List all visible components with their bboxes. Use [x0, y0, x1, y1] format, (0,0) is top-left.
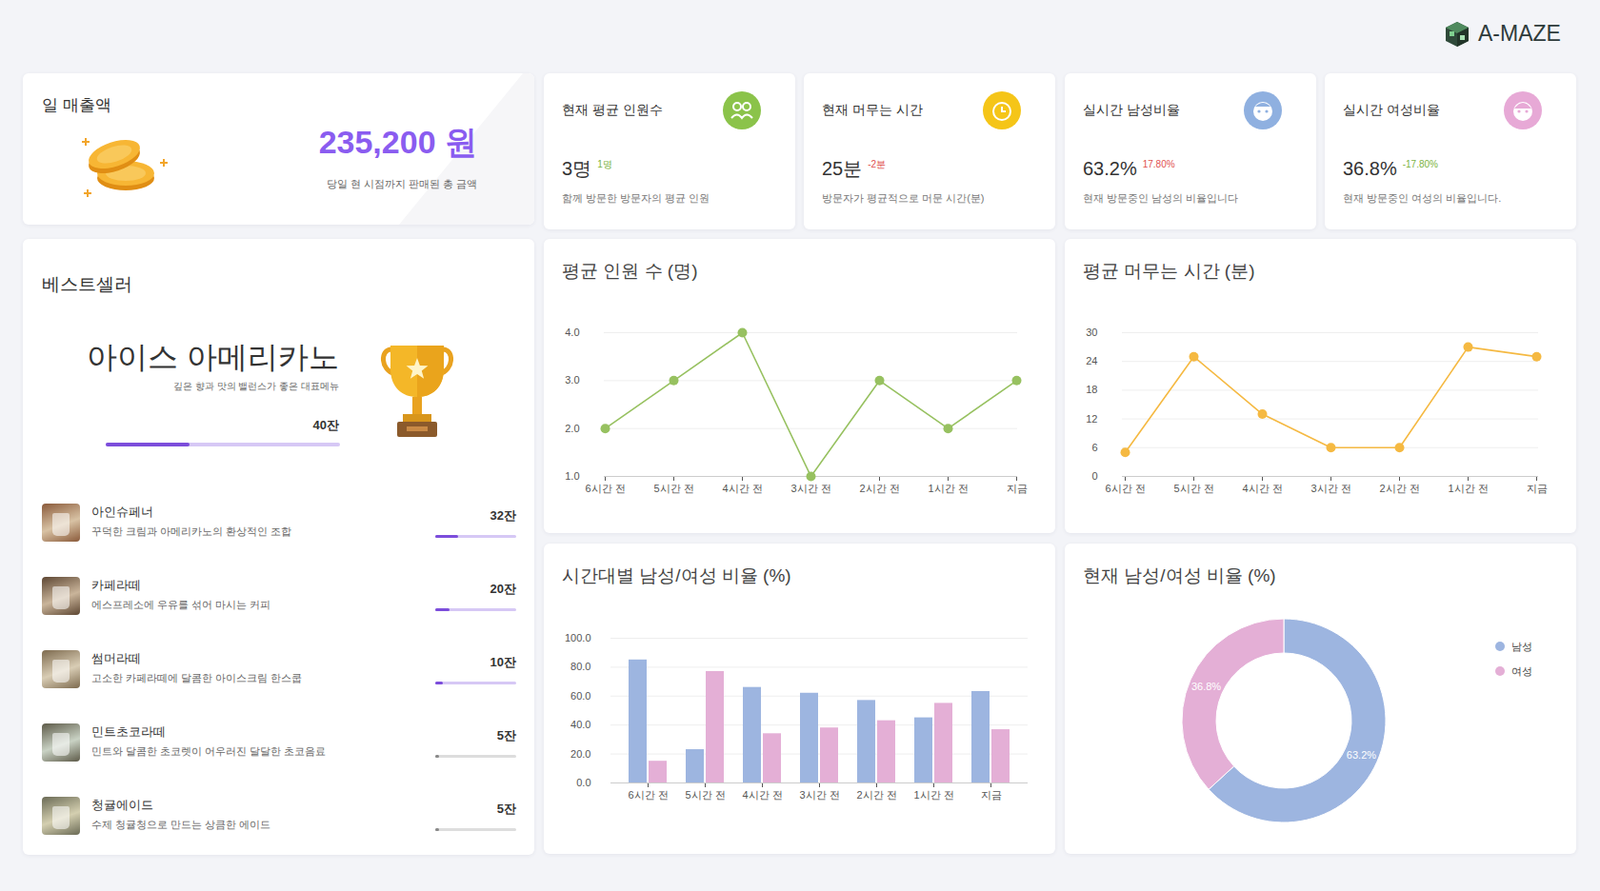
html-text:40잔: 40잔 — [312, 418, 340, 433]
svg-text:2시간 전: 2시간 전 — [856, 789, 897, 801]
html-text:아이스 아메리카노: 아이스 아메리카노 — [86, 339, 340, 375]
svg-text:6시간 전: 6시간 전 — [584, 482, 625, 495]
svg-text:20.0: 20.0 — [570, 748, 591, 760]
svg-text:3시간 전: 3시간 전 — [1310, 482, 1351, 495]
svg-text:36.8%: 36.8% — [1191, 680, 1221, 693]
svg-text:4시간 전: 4시간 전 — [1241, 482, 1282, 495]
svg-text:40.0: 40.0 — [570, 719, 591, 731]
html-text:평균 머무는 시간 (분): 평균 머무는 시간 (분) — [1082, 260, 1255, 281]
svg-text:1시간 전: 1시간 전 — [913, 789, 954, 801]
svg-text:지금: 지금 — [980, 789, 1002, 801]
html-text:3명 1명: 3명 1명 — [561, 158, 613, 180]
svg-text:지금: 지금 — [1006, 482, 1028, 495]
svg-text:0.0: 0.0 — [576, 777, 591, 789]
svg-text:60.0: 60.0 — [570, 690, 591, 702]
html-text:청귤에이드: 청귤에이드 — [91, 798, 154, 813]
html-text:민트와 달콤한 초코렛이 어우러진 달달한 초코음료: 민트와 달콤한 초코렛이 어우러진 달달한 초코음료 — [91, 746, 326, 758]
html-text:현재 방문중인 여성의 비율입니다.: 현재 방문중인 여성의 비율입니다. — [1342, 192, 1502, 205]
html-text:아인슈페너: 아인슈페너 — [91, 504, 154, 520]
svg-text:여성: 여성 — [1511, 665, 1533, 678]
html-text:현재 방문중인 남성의 비율입니다: 현재 방문중인 남성의 비율입니다 — [1082, 192, 1239, 205]
svg-text:0: 0 — [1091, 470, 1098, 482]
html-text:깊은 향과 맛의 밸런스가 좋은 대표메뉴: 깊은 향과 맛의 밸런스가 좋은 대표메뉴 — [173, 380, 340, 392]
html-text:일 매출액: 일 매출액 — [41, 96, 112, 115]
svg-text:5시간 전: 5시간 전 — [1173, 482, 1214, 495]
svg-text:30: 30 — [1085, 326, 1098, 339]
html-text:평균 인원 수 (명): 평균 인원 수 (명) — [561, 260, 698, 281]
html-text:25분 -2분: 25분 -2분 — [821, 158, 886, 180]
html-text:20잔: 20잔 — [490, 582, 517, 597]
svg-text:3시간 전: 3시간 전 — [790, 482, 831, 495]
svg-text:18: 18 — [1085, 383, 1098, 396]
html-text:현재 남성/여성 비율 (%): 현재 남성/여성 비율 (%) — [1082, 565, 1276, 586]
svg-text:6: 6 — [1091, 441, 1098, 454]
html-text:에스프레소에 우유를 섞어 마시는 커피: 에스프레소에 우유를 섞어 마시는 커피 — [91, 599, 271, 611]
html-text:현재 평균 인원수: 현재 평균 인원수 — [561, 101, 663, 117]
html-text:꾸덕한 크림과 아메리카노의 환상적인 조합: 꾸덕한 크림과 아메리카노의 환상적인 조합 — [91, 526, 292, 538]
svg-text:지금: 지금 — [1526, 482, 1548, 495]
svg-text:80.0: 80.0 — [570, 660, 591, 673]
svg-text:남성: 남성 — [1511, 640, 1533, 653]
html-text:수제 청귤청으로 만드는 상큼한 에이드: 수제 청귤청으로 만드는 상큼한 에이드 — [91, 819, 271, 831]
html-text:5잔: 5잔 — [496, 802, 517, 817]
svg-text:3시간 전: 3시간 전 — [799, 789, 840, 801]
svg-text:3.0: 3.0 — [564, 374, 580, 386]
svg-text:1시간 전: 1시간 전 — [1447, 482, 1488, 495]
html-text:실시간 여성비율: 실시간 여성비율 — [1342, 101, 1440, 117]
svg-text:1시간 전: 1시간 전 — [927, 482, 968, 495]
html-text:함께 방문한 방문자의 평균 인원: 함께 방문한 방문자의 평균 인원 — [561, 192, 710, 205]
svg-text:100.0: 100.0 — [564, 632, 592, 644]
html-text:32잔: 32잔 — [490, 508, 517, 524]
svg-text:2시간 전: 2시간 전 — [859, 482, 900, 495]
svg-text:2.0: 2.0 — [564, 422, 580, 435]
html-text:베스트셀러: 베스트셀러 — [41, 273, 133, 294]
html-text:5잔: 5잔 — [496, 728, 517, 744]
html-text:방문자가 평균적으로 머문 시간(분): 방문자가 평균적으로 머문 시간(분) — [821, 192, 985, 205]
html-text:63.2% 17.80%: 63.2% 17.80% — [1082, 158, 1175, 180]
html-text:36.8% -17.80%: 36.8% -17.80% — [1342, 158, 1439, 180]
svg-text:24: 24 — [1085, 355, 1098, 367]
html-text:시간대별 남성/여성 비율 (%): 시간대별 남성/여성 비율 (%) — [561, 565, 792, 586]
html-text:썸머라떼: 썸머라떼 — [91, 651, 141, 666]
html-text:실시간 남성비율: 실시간 남성비율 — [1082, 101, 1180, 117]
svg-text:4시간 전: 4시간 전 — [741, 789, 782, 801]
html-text:현재 머무는 시간: 현재 머무는 시간 — [821, 101, 923, 117]
svg-text:1.0: 1.0 — [564, 470, 580, 482]
svg-text:6시간 전: 6시간 전 — [627, 789, 668, 801]
html-text:민트초코라떼: 민트초코라떼 — [91, 724, 166, 740]
svg-text:2시간 전: 2시간 전 — [1379, 482, 1420, 495]
svg-text:6시간 전: 6시간 전 — [1104, 482, 1145, 495]
svg-text:4.0: 4.0 — [564, 326, 580, 339]
svg-text:5시간 전: 5시간 전 — [653, 482, 694, 495]
html-text:10잔: 10잔 — [490, 655, 517, 670]
svg-text:63.2%: 63.2% — [1346, 749, 1377, 761]
html-text:고소한 카페라떼에 달콤한 아이스크림 한스쿱: 고소한 카페라떼에 달콤한 아이스크림 한스쿱 — [91, 672, 303, 685]
svg-text:12: 12 — [1085, 413, 1098, 425]
html-text:235,200 원: 235,200 원 — [318, 123, 478, 160]
svg-text:4시간 전: 4시간 전 — [721, 482, 762, 495]
html-text:A-MAZE: A-MAZE — [1478, 21, 1561, 46]
html-text:카페라떼: 카페라떼 — [91, 578, 141, 593]
svg-text:5시간 전: 5시간 전 — [684, 789, 725, 801]
html-text:당일 현 시점까지 판매된 총 금액: 당일 현 시점까지 판매된 총 금액 — [326, 178, 478, 190]
